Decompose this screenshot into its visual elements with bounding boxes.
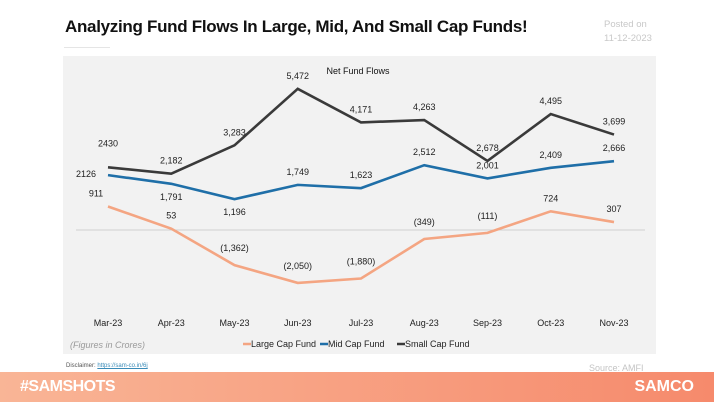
posted-label: Posted on: [604, 19, 647, 30]
data-label: 2,182: [160, 156, 183, 166]
x-tick-label: May-23: [219, 318, 249, 328]
x-tick-label: Jul-23: [349, 318, 374, 328]
x-tick-label: Mar-23: [94, 318, 123, 328]
data-label: 4,495: [539, 96, 562, 106]
hashtag: #SAMSHOTS: [20, 378, 116, 395]
data-label: (111): [478, 211, 498, 221]
disclaimer-label: Disclaimer:: [66, 363, 96, 369]
data-label: 2,409: [539, 150, 562, 160]
data-label: 1,749: [286, 167, 309, 177]
divider: [64, 47, 110, 48]
data-label: 2,666: [603, 143, 626, 153]
series-line-0: [107, 205, 615, 285]
legend-label: Large Cap Fund: [251, 339, 316, 349]
data-label: 307: [606, 204, 621, 214]
page-title: Analyzing Fund Flows In Large, Mid, And …: [65, 17, 528, 36]
x-tick-label: Sep-23: [473, 318, 502, 328]
footer-banner: #SAMSHOTS SAMCO: [0, 372, 714, 402]
chart-title: Net Fund Flows: [326, 66, 390, 76]
data-label: 1,623: [350, 170, 373, 180]
data-label: 1,791: [160, 192, 183, 202]
data-label: 724: [543, 193, 558, 203]
x-tick-label: Jun-23: [284, 318, 312, 328]
data-label: 4,263: [413, 102, 436, 112]
data-label: (1,880): [347, 257, 376, 267]
data-label: 2,001: [476, 160, 499, 170]
data-label: 911: [89, 188, 103, 198]
data-label: 2126: [76, 169, 96, 179]
brand-logo: SAMCO: [634, 378, 694, 395]
data-label: 2,678: [476, 143, 499, 153]
series-line-2: [107, 87, 615, 176]
data-label: 2430: [98, 138, 118, 148]
chart-panel: [63, 56, 656, 354]
data-label: 2,512: [413, 147, 436, 157]
data-label: 3,283: [223, 127, 246, 137]
posted-date: Posted on 11-12-2023: [604, 18, 652, 46]
data-label: (2,050): [283, 261, 312, 271]
disclaimer-link[interactable]: https://sam-co.in/6j: [97, 363, 148, 369]
units-note: (Figures in Crores): [70, 340, 145, 350]
posted-value: 11-12-2023: [604, 33, 652, 44]
data-label: 5,472: [286, 71, 309, 81]
legend-label: Mid Cap Fund: [328, 339, 385, 349]
x-tick-label: Apr-23: [158, 318, 185, 328]
data-label: 1,196: [223, 207, 246, 217]
legend-label: Small Cap Fund: [405, 339, 470, 349]
x-tick-label: Aug-23: [410, 318, 439, 328]
source-note: Source: AMFI: [589, 363, 644, 373]
data-label: 3,699: [603, 117, 626, 127]
x-tick-label: Oct-23: [537, 318, 564, 328]
data-label: (1,362): [220, 243, 249, 253]
data-label: 4,171: [350, 104, 373, 114]
x-tick-label: Nov-23: [599, 318, 628, 328]
disclaimer: Disclaimer: https://sam-co.in/6j: [66, 363, 148, 369]
data-label: 53: [166, 211, 176, 221]
data-label: (349): [414, 217, 435, 227]
